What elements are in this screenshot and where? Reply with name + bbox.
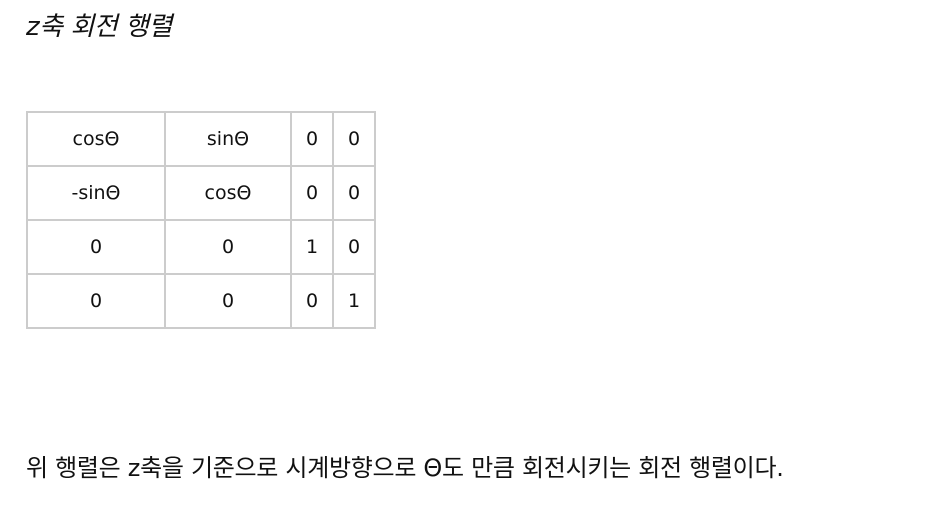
matrix-cell: 0 [290,165,334,221]
matrix-cell: -sinΘ [26,165,166,221]
matrix-cell: cosΘ [26,111,166,167]
matrix-cell: 0 [332,111,376,167]
matrix-cell: 1 [290,219,334,275]
matrix-cell: 0 [332,219,376,275]
section-heading: z축 회전 행렬 [26,12,172,42]
matrix-cell: 0 [164,273,292,329]
matrix-cell: 0 [26,219,166,275]
explanation-text: 위 행렬은 z축을 기준으로 시계방향으로 Θ도 만큼 회전시키는 회전 행렬이… [26,454,784,482]
matrix-cell: sinΘ [164,111,292,167]
matrix-cell: 0 [164,219,292,275]
matrix-row: -sinΘ cosΘ 0 0 [26,165,376,221]
matrix-cell: 0 [332,165,376,221]
matrix-row: cosΘ sinΘ 0 0 [26,111,376,167]
matrix-cell: cosΘ [164,165,292,221]
matrix-cell: 0 [290,273,334,329]
matrix-row: 0 0 0 1 [26,273,376,329]
matrix-row: 0 0 1 0 [26,219,376,275]
matrix-cell: 0 [26,273,166,329]
rotation-matrix-table: cosΘ sinΘ 0 0 -sinΘ cosΘ 0 0 0 0 1 0 0 0… [26,111,376,329]
matrix-cell: 1 [332,273,376,329]
matrix-cell: 0 [290,111,334,167]
